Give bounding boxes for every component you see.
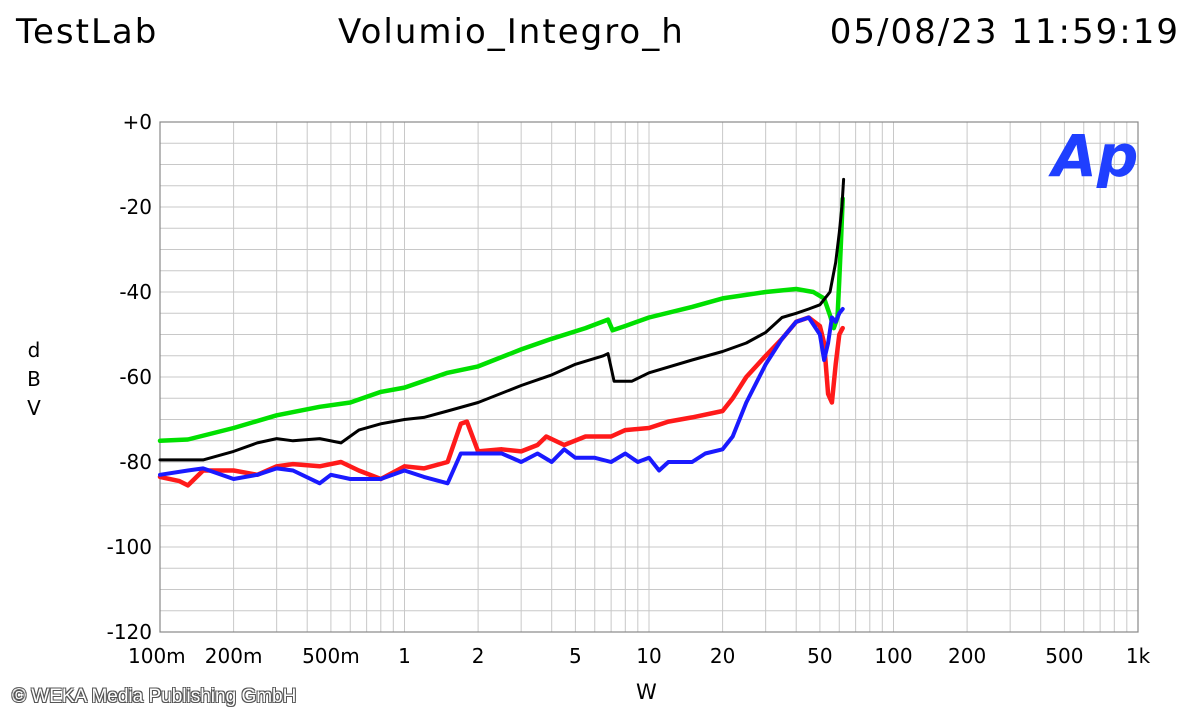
x-tick-label: 10 — [636, 644, 661, 668]
x-tick-label: 5 — [569, 644, 582, 668]
header-center-title: Volumio_Integro_h — [338, 12, 685, 52]
x-tick-label: 500 — [1045, 644, 1083, 668]
ap-logo-icon: Ap — [1048, 122, 1138, 190]
plot-border — [159, 121, 1139, 633]
y-tick-label: +0 — [123, 110, 152, 134]
series-line — [158, 177, 846, 462]
y-axis-label-letter: d — [27, 338, 41, 362]
x-tick-label: 2 — [472, 644, 485, 668]
y-tick-label: -100 — [107, 535, 152, 559]
x-tick-label: 100m — [128, 644, 186, 668]
x-tick-label: 50 — [807, 644, 832, 668]
chart-series — [157, 177, 846, 488]
y-axis-label-letter: V — [27, 396, 41, 420]
y-tick-label: -120 — [107, 620, 152, 644]
y-tick-label: -40 — [119, 280, 152, 304]
y-tick-label: -80 — [119, 450, 152, 474]
x-tick-label: 1 — [398, 644, 411, 668]
x-tick-label: 200m — [205, 644, 263, 668]
series-line — [157, 315, 845, 488]
y-tick-label: -60 — [119, 365, 152, 389]
x-tick-label: 1k — [1126, 644, 1151, 668]
y-axis-label-letter: B — [27, 367, 41, 391]
x-tick-label: 100 — [874, 644, 912, 668]
x-tick-label: 200 — [948, 644, 986, 668]
header-left-title: TestLab — [16, 12, 159, 52]
x-tick-label: 20 — [710, 644, 735, 668]
series-line — [158, 307, 845, 486]
x-axis-label: W — [636, 680, 657, 704]
x-tick-label: 500m — [302, 644, 360, 668]
y-axis-label: d B V — [24, 336, 44, 423]
y-tick-label: -20 — [119, 195, 152, 219]
chart-grid — [159, 121, 1139, 633]
series-line — [157, 196, 845, 444]
copyright-watermark: © WEKA Media Publishing GmbH — [12, 686, 297, 707]
header-timestamp: 05/08/23 11:59:19 — [829, 12, 1180, 52]
